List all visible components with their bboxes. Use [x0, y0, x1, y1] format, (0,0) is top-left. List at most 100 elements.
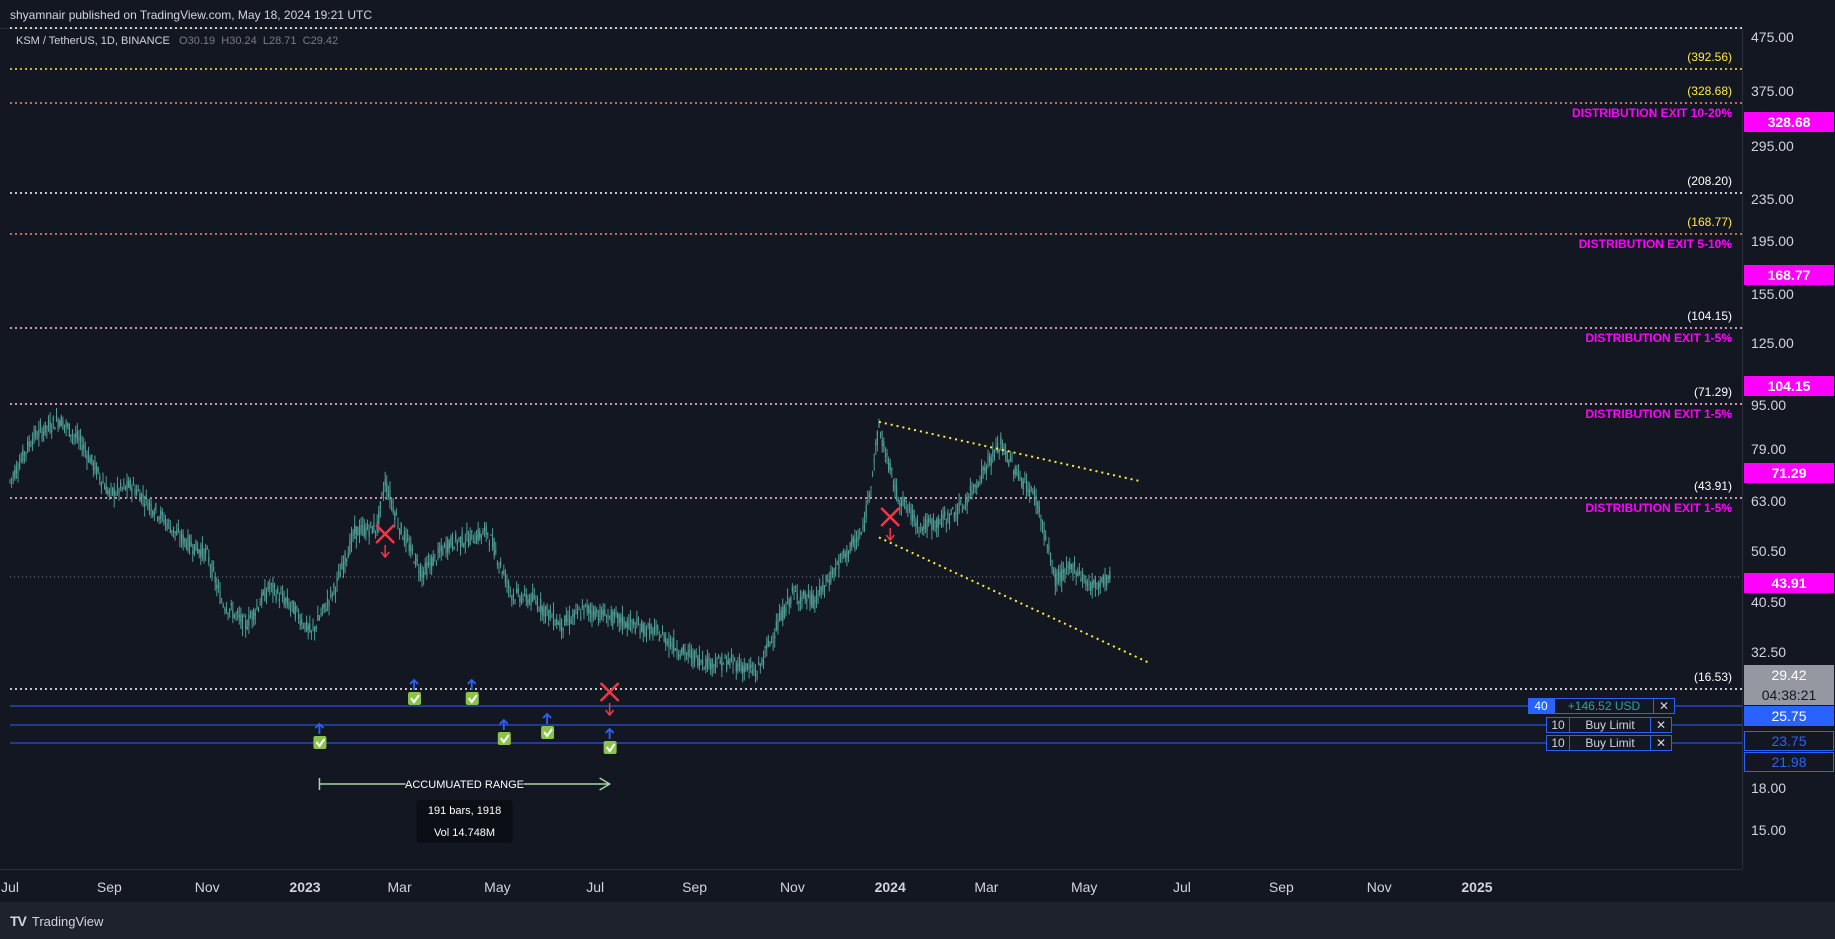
- candle-body: [681, 647, 683, 655]
- candle-body: [20, 458, 22, 461]
- candle-body: [501, 571, 503, 574]
- candle-body: [129, 479, 131, 489]
- order-close-icon[interactable]: ✕: [1651, 717, 1672, 733]
- time-tick: Mar: [974, 879, 999, 895]
- ohlc-o-value: 30.19: [187, 35, 216, 47]
- candle-body: [1029, 489, 1031, 497]
- candle-body: [110, 486, 112, 488]
- candle-body: [89, 458, 91, 464]
- time-axis[interactable]: Jul Sep Nov 2023 Mar May Jul Sep Nov 2024 Mar May Ju…: [0, 869, 1742, 902]
- candle-body: [528, 598, 531, 603]
- price-tick: 125.00: [1751, 335, 1794, 351]
- candle-body: [177, 528, 179, 532]
- candle-body: [296, 606, 298, 610]
- candle-body: [107, 490, 109, 495]
- check-mark-icon: [467, 694, 478, 704]
- order-text[interactable]: Buy Limit: [1569, 735, 1651, 751]
- candle-body: [280, 592, 282, 594]
- candle-body: [203, 549, 205, 561]
- candle-body: [618, 614, 620, 624]
- candle-body: [174, 531, 176, 533]
- order-label[interactable]: 40 +146.52 USD ✕: [1528, 698, 1675, 714]
- candle-body: [649, 623, 651, 638]
- order-close-icon[interactable]: ✕: [1651, 735, 1672, 751]
- candle-body: [782, 607, 784, 622]
- order-text[interactable]: +146.52 USD: [1554, 698, 1654, 714]
- candle-body: [679, 654, 681, 658]
- candle-body: [1032, 490, 1034, 494]
- candle-body: [754, 669, 757, 675]
- candle-body: [591, 611, 593, 618]
- candle-body: [552, 609, 555, 626]
- candle-body: [211, 563, 213, 578]
- candle-body: [825, 575, 827, 582]
- candle-body: [309, 624, 311, 632]
- price-axis[interactable]: 475.00 375.00 295.00 235.00 195.00 155.00 125.…: [1742, 28, 1835, 869]
- tradingview-brand[interactable]: TV TradingView: [10, 913, 103, 929]
- order-close-icon[interactable]: ✕: [1654, 698, 1675, 714]
- candle-body: [756, 674, 758, 678]
- candle-body: [913, 514, 915, 518]
- candle-body: [708, 655, 710, 666]
- candle-body: [25, 452, 27, 454]
- time-tick: Mar: [387, 879, 412, 895]
- candle-body: [870, 486, 872, 488]
- candle-body: [387, 493, 389, 498]
- candle-body: [1078, 571, 1080, 576]
- candle-body: [969, 486, 971, 491]
- candle-body: [971, 489, 973, 496]
- candle-body: [204, 549, 207, 554]
- candle-body: [483, 527, 486, 531]
- candle-body: [49, 420, 51, 432]
- order-qty[interactable]: 10: [1546, 717, 1569, 733]
- price-tag: 328.68: [1744, 112, 1834, 132]
- candle-body: [912, 510, 914, 522]
- candle-body: [985, 466, 987, 474]
- candle-body: [517, 588, 519, 594]
- candle-body: [442, 547, 444, 555]
- candle-body: [794, 591, 797, 593]
- candle-body: [60, 416, 62, 427]
- symbol-name[interactable]: KSM / TetherUS, 1D, BINANCE: [16, 35, 170, 47]
- candle-body: [62, 420, 64, 430]
- candle-body: [360, 524, 362, 533]
- candle-body: [398, 529, 401, 535]
- candle-body: [217, 585, 220, 587]
- candle-body: [137, 489, 139, 491]
- candle-body: [498, 564, 500, 566]
- candle-body: [382, 490, 385, 495]
- candle-body: [953, 512, 955, 519]
- time-tick: 2025: [1461, 879, 1493, 895]
- candle-body: [458, 538, 460, 540]
- candle-body: [297, 613, 300, 619]
- order-label[interactable]: 10 Buy Limit ✕: [1546, 717, 1672, 733]
- candle-body: [839, 555, 842, 558]
- candle-body: [710, 663, 712, 671]
- price-tick: 475.00: [1751, 29, 1794, 45]
- candle-body: [495, 550, 497, 553]
- candle-body: [33, 429, 35, 440]
- candle-body: [22, 448, 24, 462]
- order-label[interactable]: 10 Buy Limit ✕: [1546, 735, 1672, 751]
- order-text[interactable]: Buy Limit: [1569, 717, 1651, 733]
- order-qty[interactable]: 10: [1546, 735, 1569, 751]
- candle-body: [974, 484, 976, 488]
- candle-body: [102, 481, 104, 483]
- candle-body: [172, 526, 175, 534]
- symbol-legend[interactable]: KSM / TetherUS, 1D, BINANCE O30.19 H30.2…: [16, 35, 338, 47]
- candle-body: [424, 562, 426, 568]
- candle-body: [411, 549, 414, 551]
- candle-body: [326, 598, 329, 603]
- candle-body: [192, 551, 194, 554]
- candle-body: [766, 644, 768, 649]
- candle-body: [812, 594, 814, 609]
- candle-body: [342, 562, 345, 572]
- candle-body: [583, 605, 585, 615]
- candle-body: [477, 528, 479, 541]
- order-qty[interactable]: 40: [1528, 698, 1554, 714]
- candle-body: [905, 507, 907, 509]
- candle-body: [272, 582, 274, 594]
- candle-body: [830, 572, 832, 583]
- candle-body: [617, 612, 619, 618]
